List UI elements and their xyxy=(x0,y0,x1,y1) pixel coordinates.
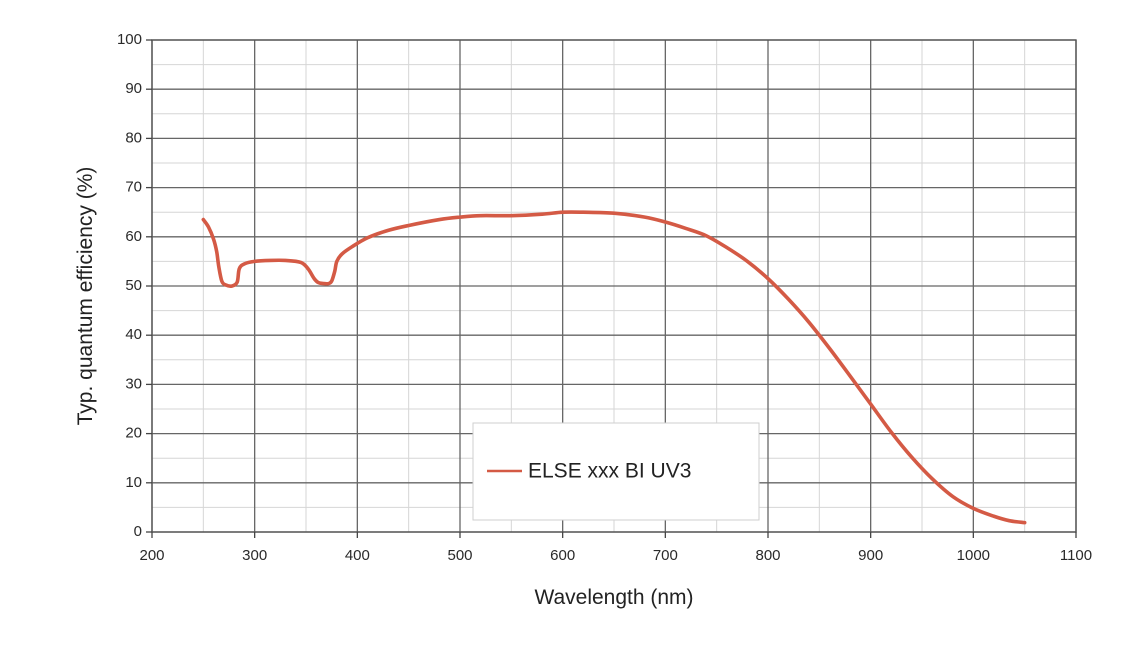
legend: ELSE xxx BI UV3 xyxy=(472,422,760,521)
x-axis-tick-labels: 200 300 400 500 600 700 800 900 1000 1100 xyxy=(139,547,1092,564)
legend-label: ELSE xxx BI UV3 xyxy=(528,460,691,483)
x-tick-label: 700 xyxy=(653,547,678,564)
y-tick-label: 90 xyxy=(125,80,142,97)
x-tick-label: 300 xyxy=(242,547,267,564)
y-tick-label: 70 xyxy=(125,179,142,196)
y-tick-label: 50 xyxy=(125,277,142,294)
y-axis-tick-labels: 0 10 20 30 40 50 60 70 80 90 100 xyxy=(117,31,142,540)
x-tick-label: 800 xyxy=(755,547,780,564)
x-tick-label: 500 xyxy=(447,547,472,564)
x-tick-label: 1000 xyxy=(957,547,990,564)
x-tick-label: 1100 xyxy=(1060,547,1092,564)
y-axis-title: Typ. quantum efficiency (%) xyxy=(74,167,97,426)
x-axis-title: Wavelength (nm) xyxy=(534,586,693,609)
y-tick-label: 0 xyxy=(134,523,142,540)
y-tick-label: 20 xyxy=(125,425,142,442)
y-tick-label: 80 xyxy=(125,129,142,146)
major-gridlines xyxy=(151,39,1077,533)
y-tick-label: 100 xyxy=(117,31,142,48)
series-layer xyxy=(201,210,1027,525)
x-tick-label: 200 xyxy=(139,547,164,564)
x-tick-label: 900 xyxy=(858,547,883,564)
series-line-else-xxx-bi-uv3 xyxy=(201,210,1027,525)
y-tick-label: 10 xyxy=(125,474,142,491)
x-tick-label: 400 xyxy=(345,547,370,564)
x-tick-label: 600 xyxy=(550,547,575,564)
y-tick-label: 40 xyxy=(125,326,142,343)
y-tick-label: 60 xyxy=(125,228,142,245)
y-tick-label: 30 xyxy=(125,375,142,392)
axis-ticks xyxy=(146,39,1077,538)
